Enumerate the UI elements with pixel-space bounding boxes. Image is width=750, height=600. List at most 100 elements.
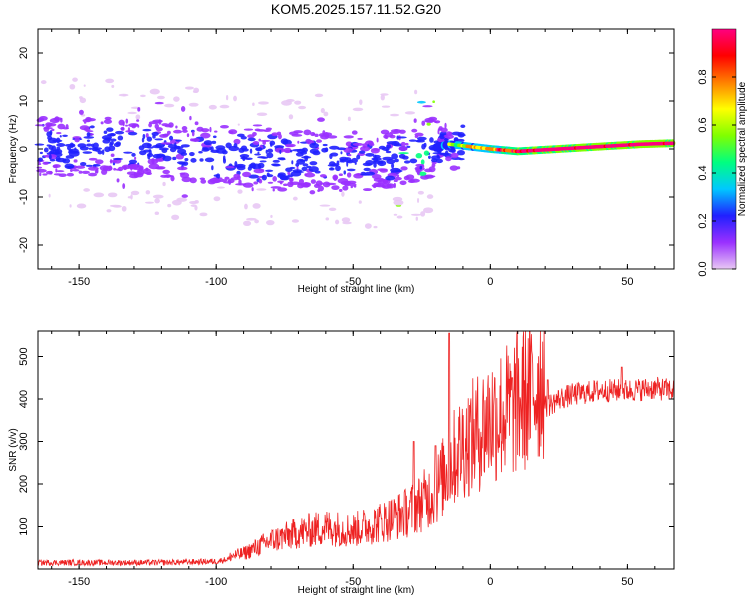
spectrogram-cell — [350, 186, 353, 189]
spectrogram-cell — [445, 156, 452, 162]
spectrogram-cell — [309, 142, 320, 149]
spectrogram-cell — [354, 162, 357, 165]
spectrogram-cell — [221, 150, 228, 155]
spectrogram-cell — [83, 84, 86, 87]
spectrogram-cell — [252, 141, 260, 146]
spectrogram-cell — [266, 172, 270, 177]
spectrogram-cell — [36, 168, 47, 173]
spectrogram-cell — [261, 156, 269, 159]
spectrogram-cell — [154, 123, 159, 130]
spectrogram-cell — [236, 133, 245, 138]
spectrogram-cell — [104, 116, 112, 121]
spectrogram-cell — [199, 158, 204, 162]
spectrogram-cell — [334, 219, 340, 225]
spectrogram-cell — [400, 166, 408, 171]
snr-panel: -150 -100 -50 0 50 100 200 300 400 500 Height of… — [8, 330, 675, 596]
spectrogram-cell — [270, 214, 273, 219]
spectrogram-cell — [271, 132, 279, 137]
spectrogram-y-tick-label: 20 — [18, 47, 30, 59]
spectrogram-cell — [405, 174, 415, 180]
spectrogram-cell — [191, 138, 200, 142]
spectrogram-cell — [142, 128, 152, 132]
spectrogram-cell — [158, 119, 162, 125]
spectrogram-cell — [358, 200, 362, 204]
spectrogram-cell — [415, 163, 425, 167]
spectrogram-cell — [376, 137, 379, 143]
spectrogram-cell — [152, 194, 164, 199]
spectrogram-cell — [199, 177, 205, 181]
spectrogram-cell — [333, 175, 338, 181]
spectrogram-cell — [411, 128, 418, 133]
spectrogram-cell — [237, 189, 243, 194]
spectrogram-cell — [243, 128, 254, 131]
spectrogram-cell — [170, 175, 175, 182]
spectrogram-cell — [110, 153, 115, 158]
spectrogram-cell — [75, 165, 86, 169]
spectrogram-cell — [200, 132, 211, 139]
spectrogram-cell — [233, 138, 241, 145]
spectrogram-cell — [458, 158, 465, 161]
spectrogram-cell — [82, 151, 93, 154]
spectrogram-cell — [407, 179, 416, 184]
spectrogram-cell — [78, 109, 84, 115]
snr-x-ticks: -150 -100 -50 0 50 — [51, 331, 656, 588]
spectrogram-cell — [449, 165, 459, 171]
spectrogram-cell — [254, 219, 259, 224]
spectrogram-cell — [432, 100, 436, 104]
spectrogram-cell — [138, 145, 145, 151]
spectrogram-cell — [315, 139, 322, 143]
spectrogram-cell — [309, 190, 316, 195]
spectrogram-cell — [403, 160, 411, 164]
spectrogram-cell — [240, 156, 248, 160]
spectrogram-cell — [154, 198, 160, 204]
spectrogram-cell — [308, 166, 319, 173]
spectrogram-cell — [204, 157, 215, 163]
spectrogram-cell — [181, 176, 192, 183]
spectrogram-cell — [94, 169, 98, 174]
spectrogram-cell — [456, 149, 465, 156]
spectrogram-cell — [390, 129, 402, 133]
spectrogram-cell — [405, 142, 409, 146]
spectrogram-cell — [409, 158, 418, 164]
spectrogram-cell — [127, 111, 137, 115]
spectrogram-cell — [384, 135, 389, 139]
spectrogram-cell — [121, 164, 132, 170]
spectrogram-cell — [426, 122, 431, 126]
spectrogram-cell — [362, 188, 373, 192]
spectrogram-cell — [103, 130, 108, 135]
spectrogram-cell — [421, 120, 426, 126]
spectrogram-cell — [111, 84, 115, 88]
spectrogram-cell — [393, 176, 402, 181]
spectrogram-cell — [295, 152, 304, 157]
spectrogram-cell — [277, 157, 281, 160]
spectrogram-cell — [291, 160, 294, 165]
spectrogram-cell — [65, 155, 75, 159]
spectrogram-cell — [212, 135, 217, 139]
spectrogram-cell — [225, 95, 229, 101]
spectrogram-cell — [322, 143, 328, 147]
spectrogram-cell — [113, 167, 117, 171]
spectrogram-cell — [344, 181, 351, 187]
spectrogram-cell — [108, 165, 113, 171]
spectrogram-cell — [287, 171, 291, 176]
spectrogram-cell — [393, 213, 398, 216]
spectrogram-cell — [48, 193, 51, 198]
spectrogram-cell — [86, 143, 93, 147]
spectrogram-cell — [203, 140, 213, 146]
spectrogram-cell — [385, 150, 392, 154]
spectrogram-cell — [53, 164, 61, 168]
spectrogram-cell — [247, 137, 256, 142]
spectrogram-cell — [259, 160, 267, 163]
spectrogram-cell — [444, 122, 447, 129]
spectrogram-cell — [274, 145, 285, 149]
spectrogram-cell — [72, 77, 78, 82]
spectrogram-cell — [289, 149, 293, 153]
spectrogram-cell — [365, 152, 375, 157]
spectrogram-cell — [219, 104, 230, 109]
spectrogram-cell — [297, 183, 305, 189]
spectrogram-cell — [74, 137, 80, 143]
spectrogram-cell — [394, 158, 399, 163]
spectrogram-cell — [70, 143, 76, 148]
spectrogram-cell — [81, 170, 90, 174]
